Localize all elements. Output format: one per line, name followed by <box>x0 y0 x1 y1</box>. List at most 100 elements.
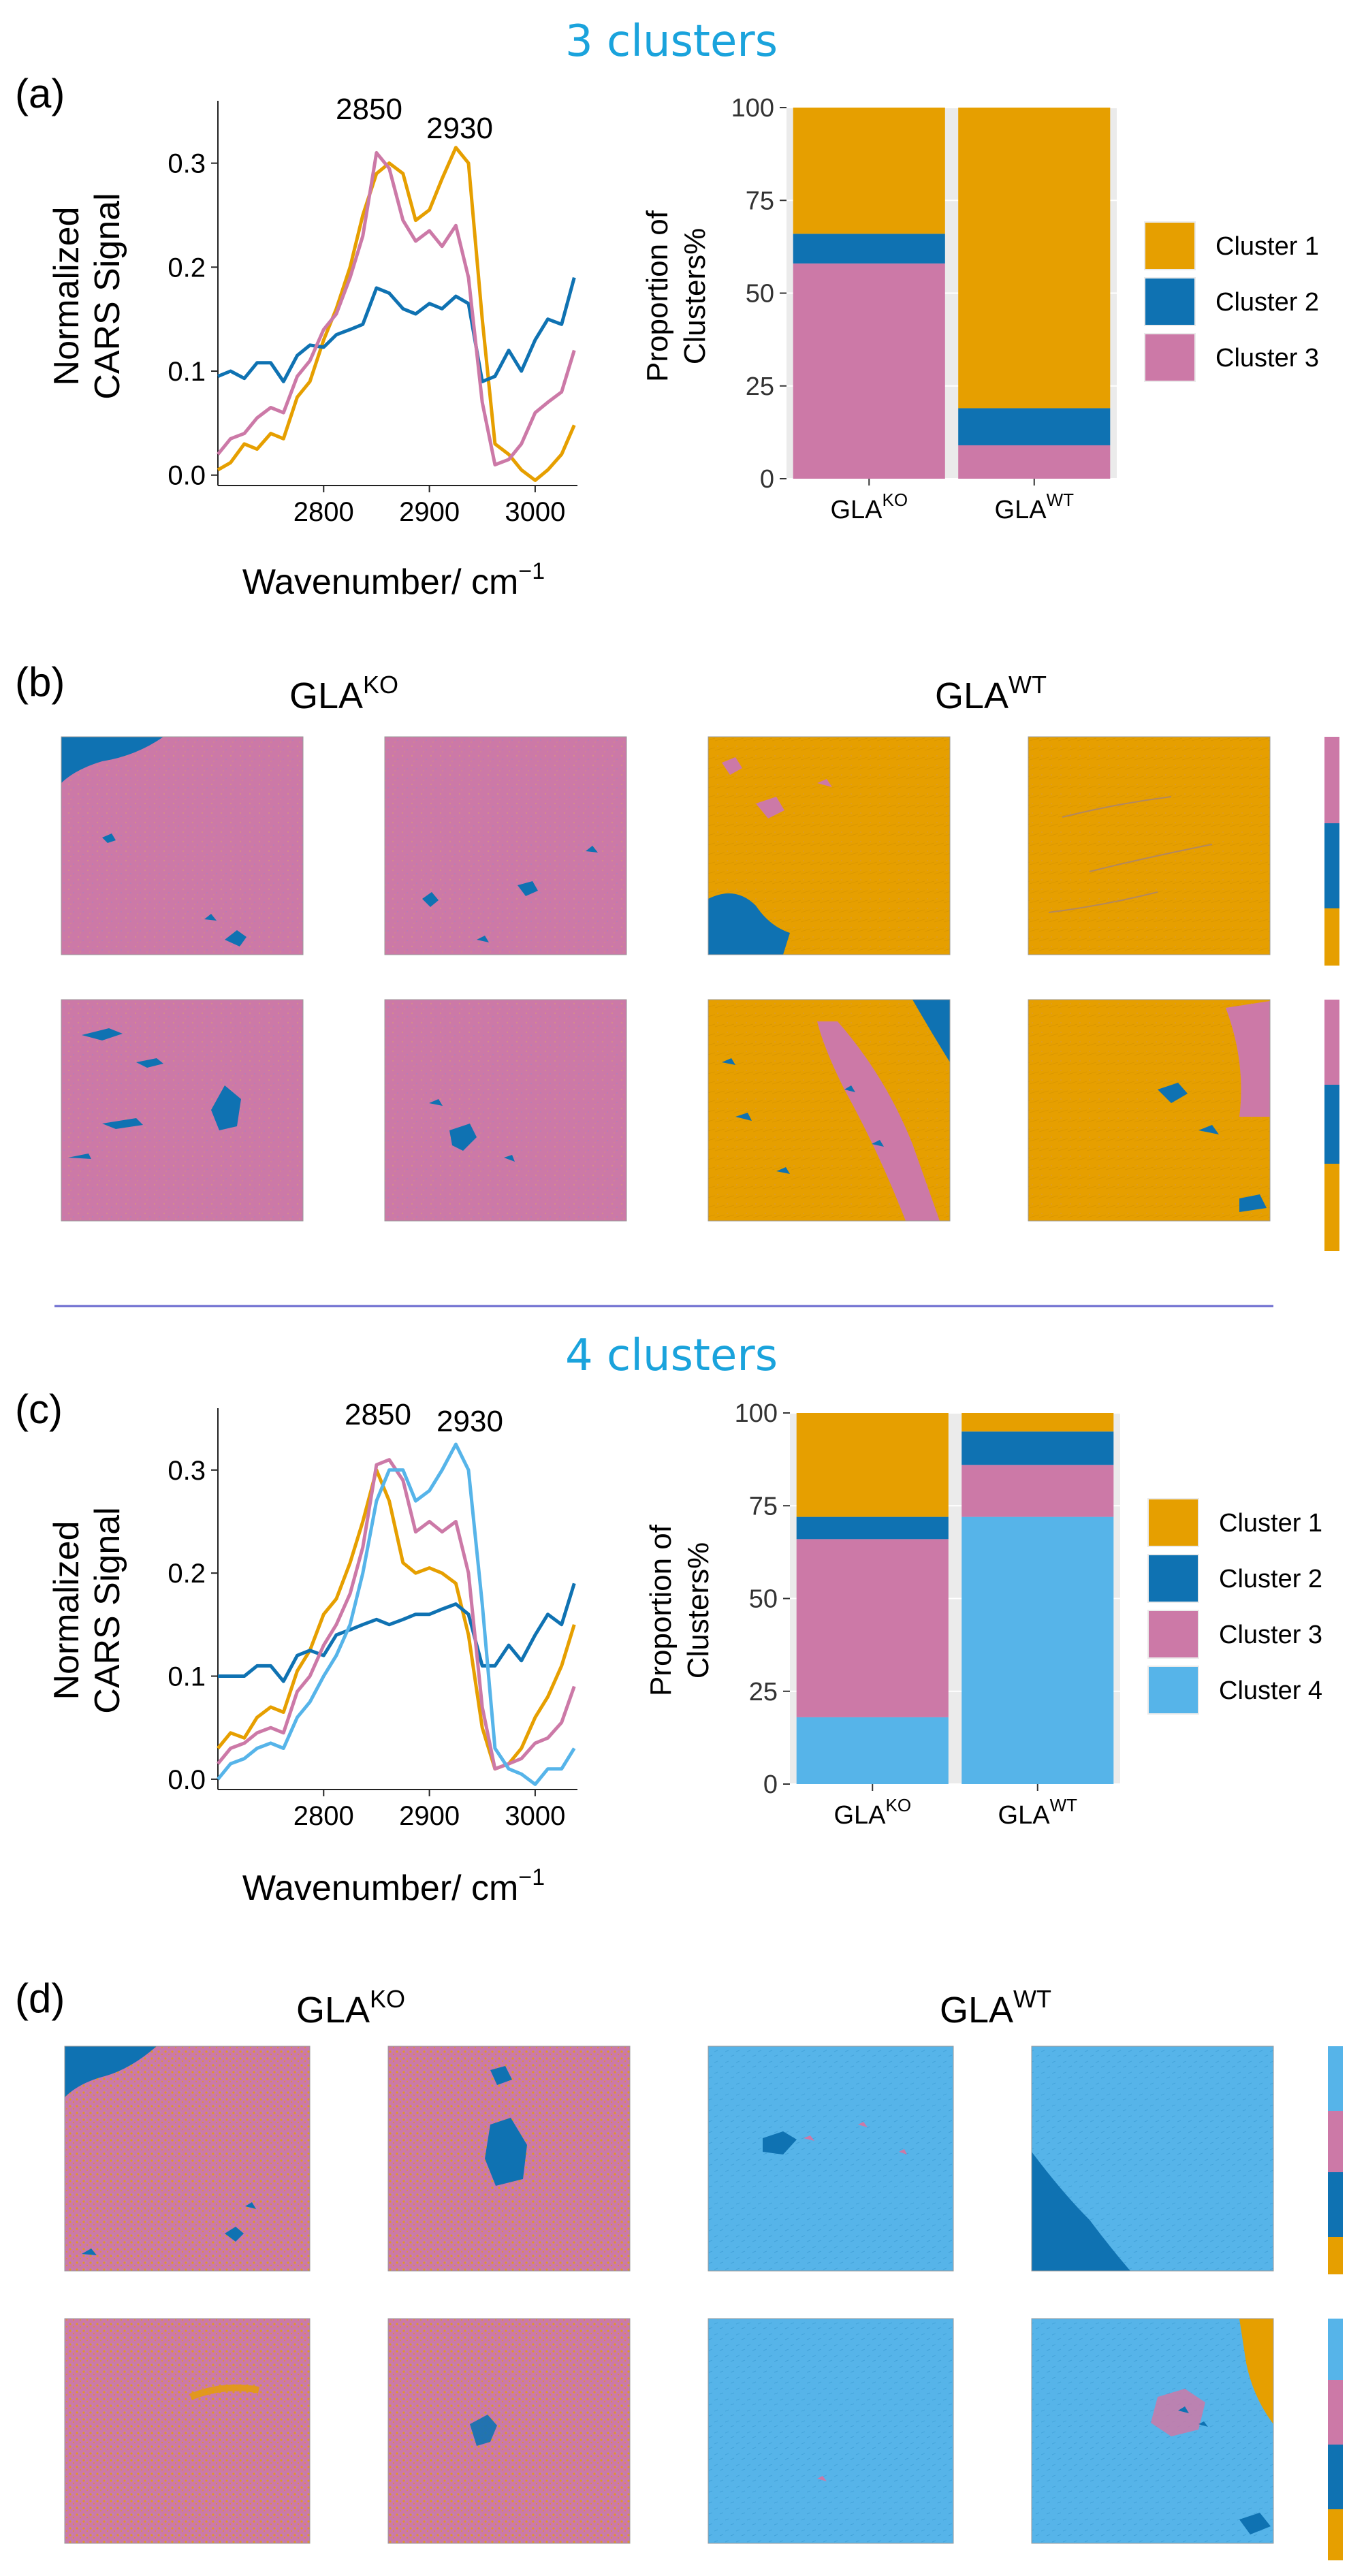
x-tick-label: 2800 <box>293 1801 354 1831</box>
y-tick-label: 0.3 <box>168 1456 206 1486</box>
cluster-map-tile <box>61 736 304 955</box>
bar-segment-cluster-3-glako <box>796 1539 949 1717</box>
group-label-ko-sup: KO <box>370 1985 405 2013</box>
legend-swatch-cluster-1 <box>1149 1499 1198 1546</box>
cluster-map-tile <box>1028 736 1271 955</box>
cluster-map-tile <box>708 2046 954 2272</box>
bar-segment-cluster-2-glako <box>793 234 945 264</box>
group-label-wt-base: GLA <box>935 675 1008 716</box>
bar-segment-cluster-4-glako <box>796 1717 949 1784</box>
colorbar <box>1324 737 1339 966</box>
bar-segment-cluster-3-glawt <box>962 1465 1114 1517</box>
y-tick-label: 25 <box>749 1678 778 1706</box>
section-title-4-clusters: 4 clusters <box>565 1331 778 1381</box>
panel-label-c: (c) <box>15 1386 63 1432</box>
group-label-wt-sup: WT <box>1008 671 1047 699</box>
legend-label-cluster-1: Cluster 1 <box>1216 232 1319 261</box>
bar-segment-cluster-1-glako <box>796 1413 949 1517</box>
peak-label-2930: 2930 <box>436 1405 503 1438</box>
x-tick-label: 2900 <box>399 1801 460 1831</box>
y-axis-label-line1: Proportion of <box>641 210 674 382</box>
legend-label-cluster-3: Cluster 3 <box>1216 344 1319 372</box>
bar-segment-cluster-2-glako <box>796 1516 949 1540</box>
y-tick-label: 0.0 <box>168 1765 206 1795</box>
cluster-map-tile <box>384 736 627 955</box>
cluster-map-tile <box>1028 999 1271 1222</box>
x-tick-label-base: GLA <box>995 496 1047 524</box>
group-label-ko: GLAKO <box>296 1985 405 2031</box>
x-tick-label-sup: WT <box>1047 490 1075 510</box>
x-tick-label-sup: WT <box>1050 1795 1078 1815</box>
y-tick-label: 0.2 <box>168 1559 206 1589</box>
legend-swatch-cluster-1 <box>1145 223 1194 269</box>
panel-label-b: (b) <box>15 659 65 705</box>
peak-label-2850: 2850 <box>345 1398 411 1431</box>
cluster-map-tile <box>387 2318 631 2544</box>
cluster-map-tile <box>61 999 304 1222</box>
series-line-cluster-2 <box>218 1583 576 1683</box>
legend: Cluster 1 Cluster 2 Cluster 3 Cluster 4 <box>1147 1498 1322 1715</box>
y-axis-label-line2: Clusters% <box>678 228 712 365</box>
y-tick-label: 0.1 <box>168 357 206 387</box>
y-tick-label: 25 <box>746 372 774 401</box>
peak-label-2930: 2930 <box>426 112 493 145</box>
group-label-ko-base: GLA <box>296 1990 370 2031</box>
x-axis-label-sup: −1 <box>518 1864 545 1890</box>
legend-label-cluster-1: Cluster 1 <box>1219 1509 1322 1538</box>
bar-segment-cluster-2-glawt <box>962 1431 1114 1465</box>
x-axis-label-sup: −1 <box>518 558 545 584</box>
group-label-ko-base: GLA <box>289 675 363 716</box>
legend-swatch-cluster-3 <box>1149 1611 1198 1657</box>
plot-area: 0.0 0.1 0.2 0.3 2800 2900 3000 <box>168 101 577 527</box>
series-line-cluster-4 <box>217 1442 576 1786</box>
bar-segment-cluster-2-glawt <box>958 408 1111 445</box>
cluster-map-tile <box>1031 2318 1274 2544</box>
x-axis-label: Wavenumber/ cm−1 <box>242 1864 545 1908</box>
cluster-map-tile <box>64 2046 311 2272</box>
x-axis-label-text: Wavenumber/ cm <box>242 1869 519 1908</box>
y-tick-label: 50 <box>746 280 774 308</box>
panel-label-d: (d) <box>15 1975 65 2021</box>
legend-swatch-cluster-4 <box>1149 1667 1198 1713</box>
x-tick-label-base: GLA <box>998 1801 1051 1830</box>
x-tick-label: 3000 <box>505 1801 565 1831</box>
colorbar <box>1324 1000 1339 1251</box>
series-line-cluster-3 <box>217 1458 576 1771</box>
y-tick-label: 0 <box>760 465 774 494</box>
plot-area: 0.0 0.1 0.2 0.3 2800 2900 3000 <box>168 1408 577 1831</box>
panel-label-a: (a) <box>15 71 65 116</box>
bar-segment-cluster-1-glawt <box>958 108 1111 409</box>
cluster-map-tile <box>1031 2046 1274 2272</box>
group-label-wt: GLAWT <box>935 671 1047 716</box>
series-line-cluster-2 <box>217 276 576 383</box>
x-tick-label-sup: KO <box>882 490 908 510</box>
y-tick-label: 0.1 <box>168 1662 206 1692</box>
colorbar <box>1328 2046 1343 2274</box>
y-tick-label: 0 <box>763 1770 778 1799</box>
bar-segment-cluster-3-glawt <box>958 445 1111 479</box>
series-line-cluster-1 <box>217 146 576 482</box>
x-tick-label-sup: KO <box>885 1795 911 1815</box>
bar-segment-cluster-4-glawt <box>962 1516 1114 1784</box>
y-axis-label-line1: Proportion of <box>644 1524 678 1696</box>
x-tick-label: 2800 <box>293 497 354 527</box>
x-tick-label: GLAKO <box>830 490 908 524</box>
y-tick-label: 0.2 <box>168 253 206 283</box>
x-tick-label: GLAWT <box>998 1795 1078 1830</box>
y-tick-label: 100 <box>731 94 774 123</box>
legend-label-cluster-2: Cluster 2 <box>1219 1565 1322 1593</box>
y-axis-label-line2: Clusters% <box>682 1542 715 1679</box>
section-title-3-clusters: 3 clusters <box>565 16 778 67</box>
x-tick-label: GLAWT <box>995 490 1075 524</box>
y-tick-label: 0.0 <box>168 461 206 491</box>
colorbar <box>1328 2319 1343 2560</box>
cluster-map-tile <box>387 2046 631 2272</box>
y-axis-label-line1: Normalized <box>47 1521 86 1700</box>
x-axis-label: Wavenumber/ cm−1 <box>242 558 545 602</box>
legend-label-cluster-3: Cluster 3 <box>1219 1621 1322 1649</box>
legend-swatch-cluster-3 <box>1145 334 1194 381</box>
cluster-map-tile <box>384 999 627 1222</box>
